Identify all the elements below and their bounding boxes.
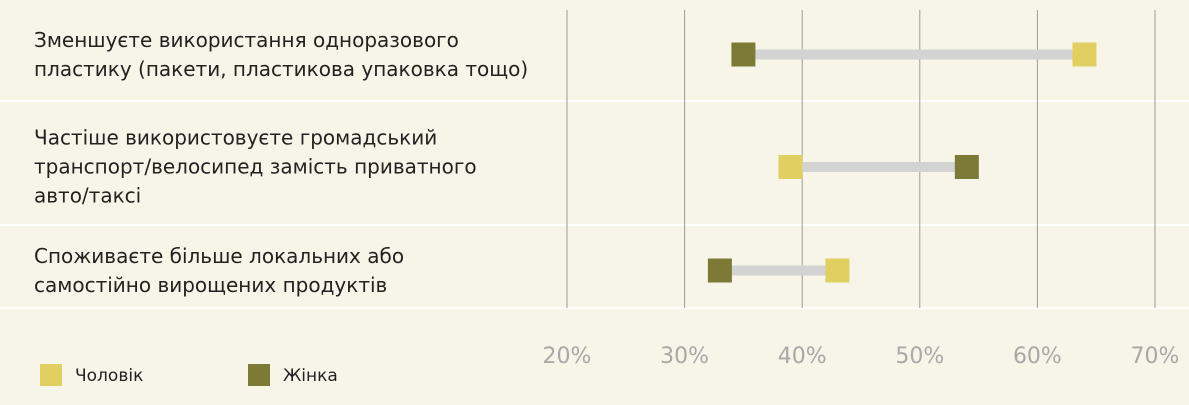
x-tick-label: 30% — [660, 344, 709, 369]
legend-swatch — [248, 364, 270, 386]
marker — [778, 155, 803, 179]
x-tick-label: 40% — [778, 344, 827, 369]
marker — [707, 258, 732, 283]
marker — [731, 42, 756, 67]
marker — [1072, 42, 1097, 67]
x-tick-label: 50% — [895, 344, 944, 369]
x-tick-label: 70% — [1131, 344, 1180, 369]
x-tick-label: 60% — [1013, 344, 1062, 369]
marker — [954, 155, 979, 179]
category-label: Частіше використовуєте громадський транс… — [34, 125, 477, 208]
category-label: Зменшуєте використання одноразового плас… — [34, 27, 529, 81]
legend-swatch — [40, 364, 62, 386]
legend-label: Чоловік — [75, 366, 143, 386]
marker — [825, 258, 850, 283]
x-tick-label: 20% — [543, 344, 592, 369]
category-label: Споживаєте більше локальних або самостій… — [34, 243, 405, 297]
legend-label: Жінка — [283, 366, 338, 386]
